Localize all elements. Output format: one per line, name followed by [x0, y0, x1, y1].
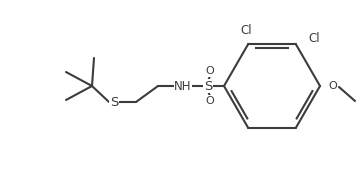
- Text: O: O: [328, 81, 337, 91]
- Text: NH: NH: [174, 79, 192, 92]
- Text: S: S: [204, 79, 212, 92]
- Text: O: O: [206, 96, 214, 106]
- Text: O: O: [206, 66, 214, 76]
- Text: Cl: Cl: [240, 24, 252, 37]
- Text: S: S: [110, 96, 118, 108]
- Text: Cl: Cl: [308, 32, 320, 45]
